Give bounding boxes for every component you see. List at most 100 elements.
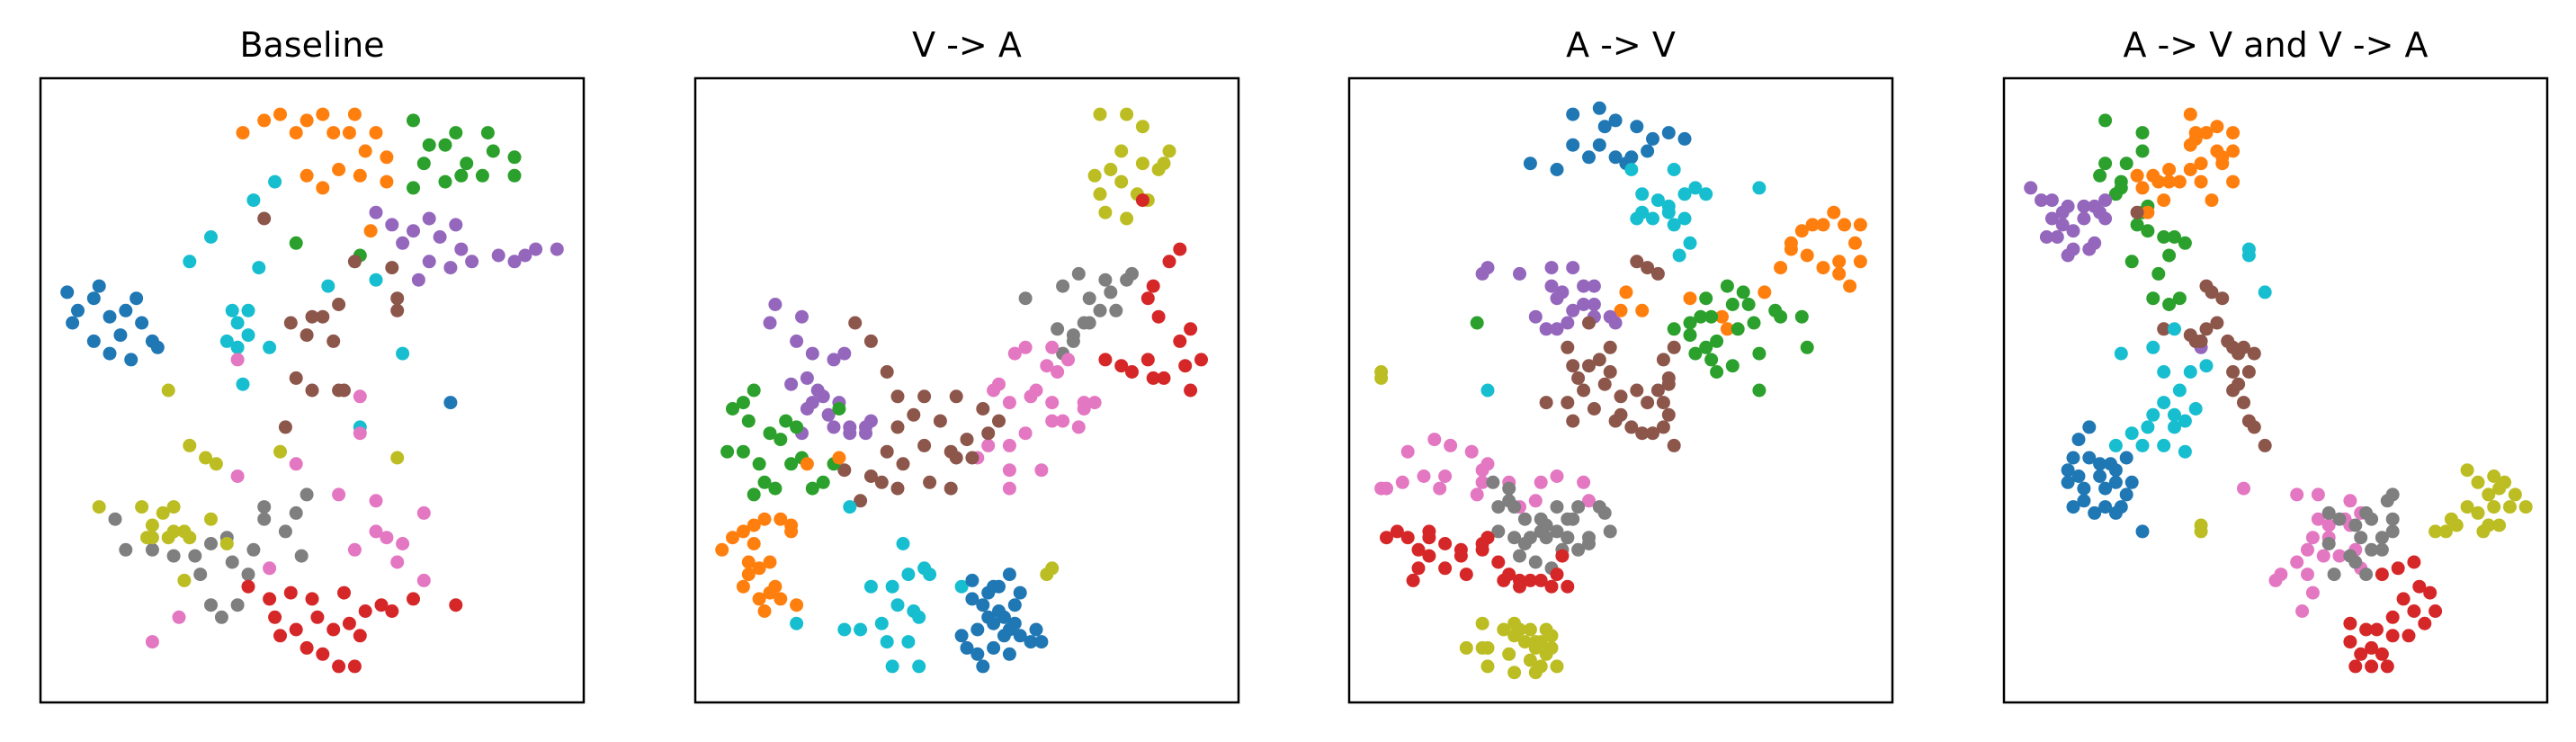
scatter-point bbox=[2135, 438, 2150, 452]
scatter-point bbox=[1577, 279, 1591, 293]
scatter-point bbox=[2124, 255, 2139, 269]
scatter-point bbox=[2471, 505, 2485, 520]
scatter-point bbox=[1550, 659, 1564, 674]
scatter-point bbox=[257, 211, 272, 226]
scatter-point bbox=[246, 542, 261, 557]
scatter-point bbox=[1539, 396, 1553, 410]
scatter-point bbox=[1661, 407, 1676, 422]
scatter-point bbox=[2503, 500, 2517, 514]
scatter-point bbox=[1517, 537, 1532, 550]
scatter-point bbox=[1061, 353, 1075, 367]
scatter-point bbox=[2391, 561, 2405, 576]
scatter-point bbox=[2071, 469, 2086, 483]
scatter-point bbox=[1784, 242, 1798, 256]
scatter-point bbox=[204, 537, 218, 550]
scatter-point bbox=[1422, 549, 1436, 563]
points-group bbox=[2024, 107, 2533, 674]
scatter-point bbox=[1013, 586, 1027, 600]
scatter-point bbox=[800, 457, 814, 471]
scatter-point bbox=[326, 622, 341, 637]
scatter-point bbox=[1832, 255, 1847, 269]
scatter-point bbox=[326, 334, 341, 348]
scatter-point bbox=[2311, 512, 2325, 526]
scatter-point bbox=[1646, 211, 1659, 226]
scatter-point bbox=[2343, 549, 2357, 563]
scatter-point bbox=[992, 579, 1006, 594]
scatter-point bbox=[2130, 205, 2144, 219]
scatter-point bbox=[416, 573, 431, 587]
scatter-point bbox=[890, 481, 905, 496]
scatter-point bbox=[2188, 402, 2203, 416]
scatter-point bbox=[1827, 205, 1841, 219]
scatter-point bbox=[1507, 666, 1522, 680]
scatter-point bbox=[2114, 346, 2128, 361]
scatter-point bbox=[289, 457, 303, 471]
scatter-point bbox=[337, 586, 351, 600]
scatter-point bbox=[923, 568, 937, 582]
scatter-point bbox=[2157, 396, 2171, 410]
scatter-point bbox=[145, 518, 159, 532]
scatter-point bbox=[321, 279, 335, 293]
scatter-point bbox=[890, 389, 905, 404]
scatter-point bbox=[1667, 340, 1681, 354]
scatter-point bbox=[2385, 512, 2400, 526]
scatter-point bbox=[342, 616, 356, 630]
scatter-point bbox=[1699, 187, 1713, 201]
scatter-point bbox=[1608, 150, 1623, 165]
scatter-point bbox=[2066, 224, 2080, 238]
scatter-point bbox=[2343, 616, 2357, 630]
scatter-point bbox=[1725, 359, 1740, 373]
scatter-point bbox=[790, 616, 804, 630]
scatter-point bbox=[1475, 475, 1489, 489]
scatter-point bbox=[342, 126, 356, 140]
scatter-point bbox=[1752, 181, 1767, 195]
scatter-point bbox=[1071, 420, 1086, 434]
scatter-point bbox=[1650, 193, 1665, 208]
scatter-point bbox=[273, 629, 287, 643]
scatter-point bbox=[219, 334, 234, 348]
scatter-point bbox=[2444, 512, 2458, 526]
scatter-point bbox=[2199, 359, 2214, 373]
scatter-point bbox=[2098, 500, 2113, 514]
scatter-point bbox=[1774, 261, 1788, 275]
scatter-point bbox=[747, 537, 761, 550]
scatter-point bbox=[124, 353, 139, 367]
scatter-point bbox=[1173, 334, 1187, 348]
scatter-point bbox=[369, 273, 383, 287]
scatter-point bbox=[1140, 353, 1155, 367]
scatter-point bbox=[2098, 211, 2113, 226]
scatter-point bbox=[1641, 144, 1655, 158]
scatter-point bbox=[396, 537, 410, 550]
scatter-point bbox=[305, 309, 319, 324]
scatter-point bbox=[880, 365, 894, 379]
points-group bbox=[715, 107, 1208, 674]
scatter-point bbox=[1513, 266, 1526, 281]
scatter-point bbox=[2108, 505, 2123, 520]
scatter-point bbox=[1480, 383, 1495, 398]
scatter-point bbox=[1704, 353, 1719, 367]
scatter-point bbox=[1805, 218, 1820, 232]
scatter-point bbox=[1444, 438, 1458, 452]
scatter-point bbox=[353, 629, 367, 643]
scatter-point bbox=[880, 444, 894, 459]
scatter-point bbox=[1135, 193, 1149, 208]
scatter-point bbox=[821, 407, 836, 422]
panel-title: A -> V and V -> A bbox=[2123, 25, 2428, 65]
scatter-point bbox=[2146, 291, 2160, 306]
scatter-point bbox=[2168, 322, 2181, 336]
scatter-point bbox=[2098, 156, 2113, 171]
scatter-point bbox=[784, 377, 799, 391]
scatter-point bbox=[219, 537, 234, 550]
scatter-point bbox=[917, 389, 932, 404]
scatter-point bbox=[289, 236, 303, 250]
scatter-point bbox=[289, 505, 303, 520]
scatter-point bbox=[1550, 524, 1564, 539]
scatter-point bbox=[1470, 487, 1484, 502]
scatter-point bbox=[316, 309, 330, 324]
scatter-point bbox=[135, 500, 149, 514]
scatter-point bbox=[752, 561, 766, 576]
scatter-point bbox=[912, 659, 926, 674]
scatter-point bbox=[1002, 396, 1016, 410]
scatter-point bbox=[1427, 433, 1442, 447]
scatter-point bbox=[1699, 340, 1713, 354]
